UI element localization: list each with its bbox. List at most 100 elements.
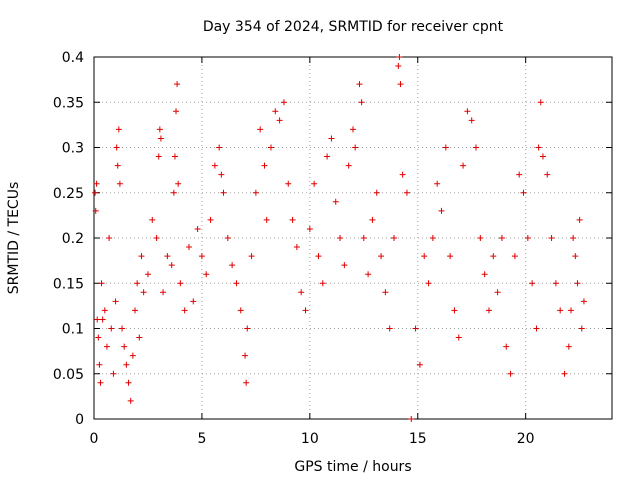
data-point bbox=[125, 379, 132, 386]
y-tick-label: 0.2 bbox=[62, 231, 84, 247]
data-point bbox=[358, 99, 365, 106]
data-point bbox=[174, 81, 181, 88]
data-point bbox=[533, 325, 540, 332]
axis-ticks: 0 0.05 0.1 0.15 0.2 0.25 0.3 0.35 0.4 0 5 10 15 20 bbox=[53, 50, 612, 447]
data-point bbox=[416, 361, 423, 368]
data-point bbox=[170, 189, 177, 196]
data-point bbox=[92, 207, 99, 214]
data-point bbox=[399, 171, 406, 178]
data-point bbox=[149, 216, 156, 223]
data-point bbox=[110, 370, 117, 377]
data-point bbox=[171, 153, 178, 160]
y-tick-label: 0.15 bbox=[53, 276, 84, 292]
data-point bbox=[311, 180, 318, 187]
data-point bbox=[190, 298, 197, 305]
data-point bbox=[113, 144, 120, 151]
data-point bbox=[119, 325, 126, 332]
y-tick-label: 0.35 bbox=[53, 95, 84, 111]
y-axis-label: SRMTID / TECUs bbox=[6, 182, 22, 295]
data-point bbox=[451, 307, 458, 314]
data-point bbox=[395, 63, 402, 70]
data-point bbox=[576, 216, 583, 223]
data-point bbox=[134, 280, 141, 287]
data-point bbox=[324, 153, 331, 160]
y-tick-label: 0.1 bbox=[62, 322, 84, 338]
data-point bbox=[289, 216, 296, 223]
data-point bbox=[95, 334, 102, 341]
data-point bbox=[442, 144, 449, 151]
x-tick-label: 15 bbox=[409, 431, 427, 447]
data-point bbox=[557, 307, 564, 314]
data-point bbox=[94, 316, 101, 323]
data-point bbox=[243, 379, 250, 386]
data-point bbox=[233, 280, 240, 287]
data-point bbox=[298, 289, 305, 296]
data-point bbox=[108, 325, 115, 332]
data-point bbox=[157, 135, 164, 142]
y-tick-label: 0.25 bbox=[53, 186, 84, 202]
data-point bbox=[345, 162, 352, 169]
chart-title: Day 354 of 2024, SRMTID for receiver cpn… bbox=[203, 19, 504, 35]
data-point bbox=[382, 289, 389, 296]
data-point bbox=[175, 180, 182, 187]
data-point bbox=[580, 298, 587, 305]
x-tick-label: 5 bbox=[197, 431, 206, 447]
x-tick-label: 0 bbox=[90, 431, 99, 447]
data-point bbox=[386, 325, 393, 332]
data-point bbox=[369, 216, 376, 223]
data-point bbox=[177, 280, 184, 287]
data-point bbox=[203, 271, 210, 278]
data-point bbox=[112, 298, 119, 305]
data-point bbox=[378, 253, 385, 260]
data-point bbox=[332, 198, 339, 205]
data-point bbox=[99, 316, 106, 323]
y-tick-label: 0.4 bbox=[62, 50, 84, 66]
data-point bbox=[412, 325, 419, 332]
data-point bbox=[570, 235, 577, 241]
data-point bbox=[248, 253, 255, 260]
data-point bbox=[396, 54, 403, 60]
data-point bbox=[261, 162, 268, 169]
data-point bbox=[97, 379, 104, 386]
y-tick-label: 0 bbox=[75, 412, 84, 428]
data-point bbox=[516, 171, 523, 178]
data-points bbox=[92, 54, 587, 422]
data-point bbox=[520, 189, 527, 196]
data-point bbox=[116, 180, 123, 187]
data-point bbox=[242, 352, 249, 359]
data-point bbox=[421, 253, 428, 260]
data-point bbox=[429, 235, 436, 241]
data-point bbox=[168, 262, 175, 269]
data-point bbox=[272, 108, 279, 115]
data-point bbox=[140, 289, 147, 296]
data-point bbox=[425, 280, 432, 287]
data-point bbox=[96, 361, 103, 368]
data-point bbox=[373, 189, 380, 196]
data-point bbox=[328, 135, 335, 142]
data-point bbox=[572, 253, 579, 260]
data-point bbox=[473, 144, 480, 151]
data-point bbox=[194, 225, 201, 232]
data-point bbox=[123, 361, 130, 368]
data-point bbox=[106, 235, 113, 241]
data-point bbox=[455, 334, 462, 341]
data-point bbox=[464, 108, 471, 115]
data-point bbox=[156, 126, 163, 133]
data-point bbox=[121, 343, 128, 350]
data-point bbox=[92, 189, 99, 196]
data-point bbox=[350, 126, 356, 133]
data-point bbox=[263, 216, 270, 223]
data-point bbox=[160, 289, 167, 296]
data-point bbox=[447, 253, 454, 260]
data-point bbox=[211, 162, 218, 169]
data-point bbox=[460, 162, 467, 169]
data-point bbox=[477, 235, 484, 241]
data-point bbox=[224, 235, 231, 241]
data-point bbox=[220, 189, 227, 196]
data-point bbox=[391, 235, 398, 241]
data-point bbox=[434, 180, 441, 187]
data-point bbox=[276, 117, 283, 124]
data-point bbox=[252, 189, 259, 196]
data-point bbox=[341, 262, 348, 269]
